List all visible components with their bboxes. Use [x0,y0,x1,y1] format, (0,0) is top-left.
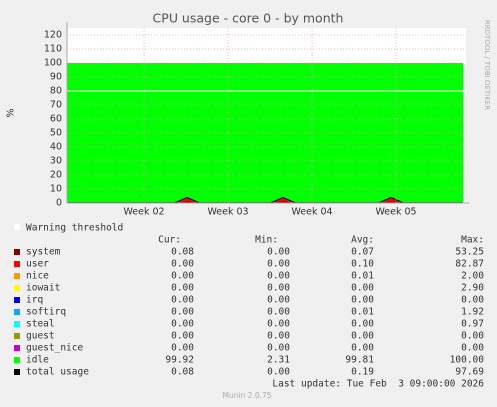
y-tick-label: 70 [50,100,62,111]
legend-swatch [14,321,20,327]
legend-stat: 0.00 [351,319,374,330]
legend-label: guest_nice [26,343,83,354]
footer: Munin 2.0.75 [222,391,271,400]
y-tick-label: 20 [50,170,62,181]
legend-stat: 0.00 [171,283,194,294]
legend-stat: 100.00 [450,355,485,366]
legend-stat: 0.00 [351,343,374,354]
legend-label: steal [26,319,55,330]
legend-stat: 2.00 [461,271,484,282]
x-tick-label: Week 04 [291,207,332,218]
legend-swatch [14,345,20,351]
legend-swatch [14,273,20,279]
legend-stat: 0.00 [267,367,290,378]
y-tick-label: 120 [44,30,62,41]
legend-stat: 0.19 [351,367,374,378]
legend-stat: 0.00 [267,343,290,354]
legend-swatch [14,249,20,255]
legend-swatch [14,224,20,230]
y-tick-label: 80 [50,86,62,97]
legend-label: nice [26,271,49,282]
legend-stat: 2.90 [461,283,484,294]
legend-stat: 1.92 [461,307,484,318]
legend-stat: 0.10 [351,259,374,270]
legend-stat: 0.01 [351,271,374,282]
legend-stat: 0.97 [461,319,484,330]
legend-stat: 0.00 [171,271,194,282]
legend-stat: 0.00 [267,295,290,306]
legend-swatch [14,333,20,339]
legend-swatch [14,297,20,303]
legend-stat: 97.69 [455,367,484,378]
legend-stat: 0.00 [267,283,290,294]
legend-label: user [26,259,49,270]
legend-stat: 0.00 [171,331,194,342]
legend-label: system [26,247,61,258]
legend-swatch [14,261,20,267]
legend-header: Avg: [351,235,374,246]
y-axis-label: % [6,108,17,117]
legend-stat: 0.00 [171,319,194,330]
legend-stat: 0.00 [351,331,374,342]
legend-swatch [14,357,20,363]
y-tick-label: 0 [56,198,62,209]
legend-stat: 0.00 [171,307,194,318]
legend-stat: 53.25 [455,247,484,258]
legend-label: idle [26,355,49,366]
y-tick-label: 30 [50,156,62,167]
legend-label: iowait [26,283,60,294]
legend-swatch [14,369,20,375]
legend-stat: 0.00 [351,295,374,306]
legend-stat: 0.00 [171,343,194,354]
legend-swatch [14,285,20,291]
x-tick-label: Week 05 [375,207,416,218]
legend-header: Min: [255,235,278,246]
legend-stat: 0.00 [267,319,290,330]
legend-stat: 0.08 [171,247,194,258]
legend-swatch [14,309,20,315]
legend-stat: 0.00 [171,295,194,306]
legend-stat: 0.00 [461,295,484,306]
legend-stat: 0.01 [351,307,374,318]
y-tick-label: 90 [50,72,62,83]
legend-stat: 0.00 [267,259,290,270]
legend-stat: 0.00 [267,271,290,282]
legend-stat: 99.92 [165,355,194,366]
y-tick-label: 50 [50,128,62,139]
legend-stat: 0.00 [461,343,484,354]
chart-title: CPU usage - core 0 - by month [153,11,344,26]
legend-stat: 0.07 [351,247,374,258]
legend-stat: 0.00 [267,307,290,318]
y-tick-label: 110 [44,44,62,55]
legend-stat: 0.00 [267,331,290,342]
y-tick-label: 10 [50,184,62,195]
legend-stat: 82.87 [455,259,484,270]
legend-label: total usage [26,367,89,378]
side-text: RRDTOOL / TOBI OETIKER [483,20,491,110]
legend-stat: 0.00 [351,283,374,294]
legend-threshold: Warning threshold [26,223,123,234]
legend-label: guest [26,331,55,342]
legend-label: irq [26,295,43,306]
last-update: Last update: Tue Feb 3 09:00:00 2026 [272,379,484,390]
legend-stat: 0.08 [171,367,194,378]
legend-stat: 0.00 [461,331,484,342]
legend-header: Max: [461,235,484,246]
y-tick-label: 100 [44,58,62,69]
x-tick-label: Week 02 [123,207,164,218]
legend-stat: 2.31 [267,355,290,366]
legend-label: softirq [26,307,66,318]
legend-header: Cur: [158,235,181,246]
y-tick-label: 40 [50,142,62,153]
legend-stat: 99.81 [345,355,374,366]
y-tick-label: 60 [50,114,62,125]
legend-stat: 0.00 [171,259,194,270]
legend-stat: 0.00 [267,247,290,258]
x-tick-label: Week 03 [207,207,248,218]
